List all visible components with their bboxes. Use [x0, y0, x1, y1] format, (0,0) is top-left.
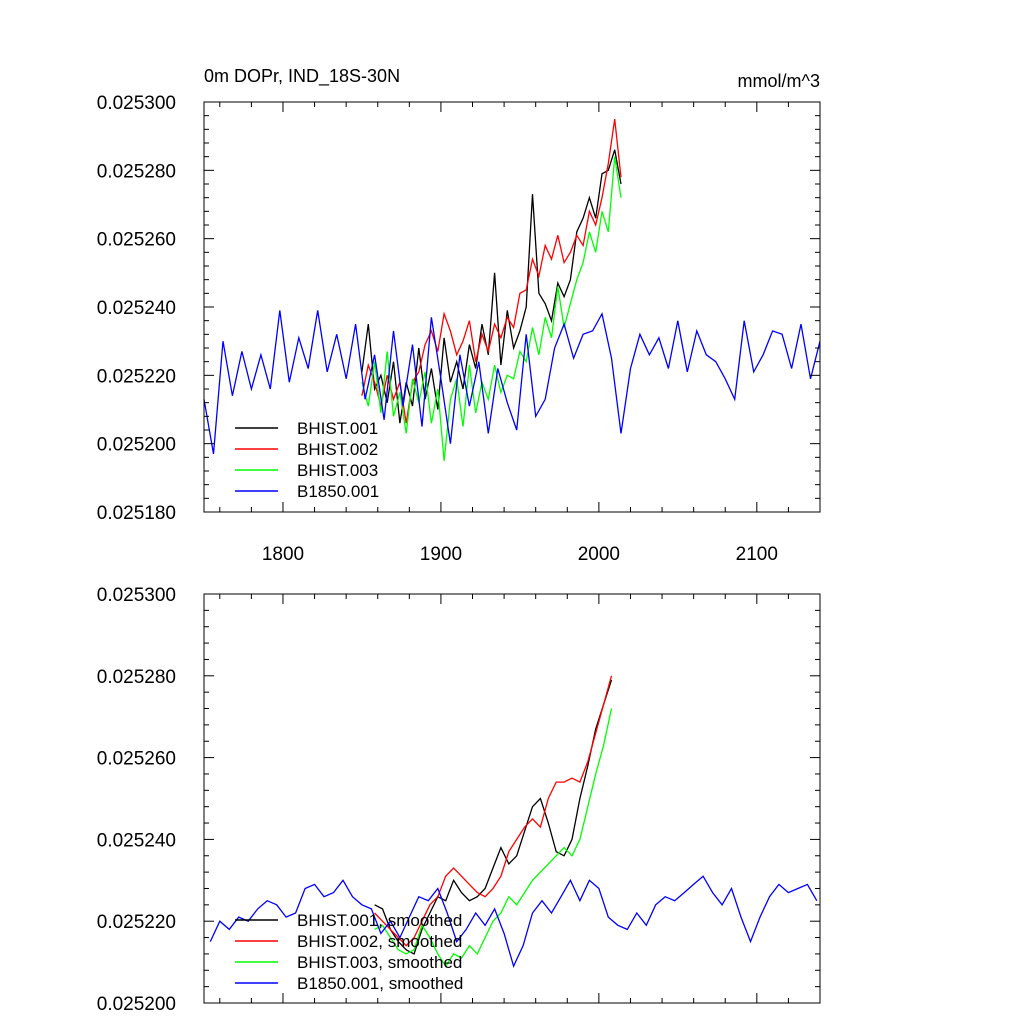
y-tick-label: 0.025200: [97, 435, 176, 456]
y-tick-label: 0.025280: [97, 161, 176, 182]
series-line-4: [209, 875, 818, 969]
top-panel: 0m DOPr, IND_18S-30N mmol/m^3 0.025300 0.…: [97, 66, 821, 565]
series-line-1: [374, 679, 613, 955]
y-tick-label: 0.025300: [97, 93, 176, 114]
series-line-3: [361, 156, 622, 461]
bottom-panel: 0.025300 0.025280 0.025260 0.025240 0.025220…: [97, 585, 821, 1015]
legend-label: BHIST.001, smoothed: [297, 911, 462, 930]
y-tick-label: 0.025240: [97, 298, 176, 319]
y-tick-label: 0.025240: [97, 830, 176, 851]
x-tick-label: 2100: [736, 544, 778, 565]
y-tick-label: 0.025180: [97, 503, 176, 524]
x-tick-label: 1900: [420, 544, 462, 565]
y-tick-label: 0.025200: [97, 994, 176, 1015]
series-line-2: [374, 675, 613, 947]
chart-title: 0m DOPr, IND_18S-30N: [204, 66, 400, 87]
series-line-3: [374, 708, 613, 968]
y-tick-label: 0.025220: [97, 912, 176, 933]
units-label: mmol/m^3: [738, 71, 820, 91]
x-tick-label: 2000: [578, 544, 620, 565]
legend-label: BHIST.003: [297, 461, 378, 480]
legend-label: BHIST.001: [297, 419, 378, 438]
legend-label: BHIST.002, smoothed: [297, 932, 462, 951]
legend-label: B1850.001, smoothed: [297, 974, 463, 993]
series-line-2: [361, 119, 622, 424]
series-line-4: [203, 310, 821, 455]
y-tick-label: 0.025300: [97, 585, 176, 606]
y-tick-label: 0.025260: [97, 749, 176, 770]
legend-label: BHIST.003, smoothed: [297, 953, 462, 972]
legend-label: B1850.001: [297, 482, 379, 501]
x-tick-label: 1800: [262, 544, 304, 565]
plot-frame: [203, 593, 821, 1004]
y-tick-label: 0.025260: [97, 230, 176, 251]
y-tick-label: 0.025220: [97, 366, 176, 387]
y-tick-label: 0.025280: [97, 667, 176, 688]
legend-label: BHIST.002: [297, 440, 378, 459]
